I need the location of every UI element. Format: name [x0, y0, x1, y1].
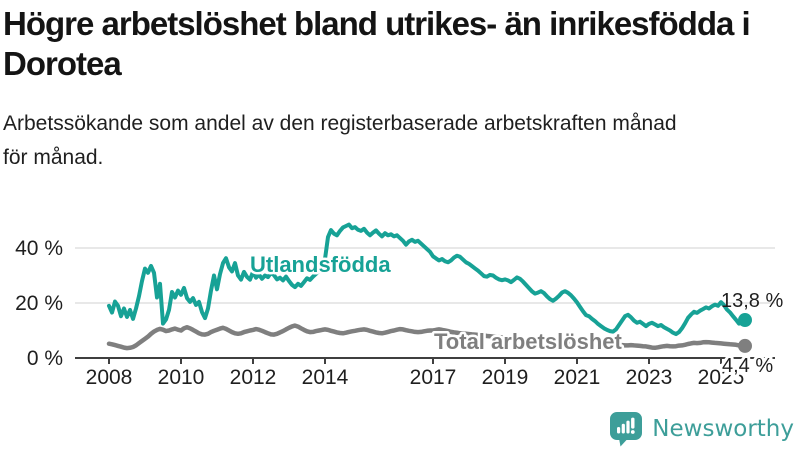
- series-label-utlandsf-dda: Utlandsfödda: [250, 252, 391, 277]
- bar-chart-speech-bubble-icon: [610, 412, 643, 447]
- x-axis-label: 2021: [554, 366, 601, 389]
- series-line-total-arbetsl-shet: [106, 323, 748, 351]
- y-axis-label: 40 %: [15, 237, 63, 260]
- chart-title: Högre arbetslöshet bland utrikes- än inr…: [3, 5, 751, 82]
- end-value-annotation: 13,8 %: [721, 290, 783, 312]
- chart-header: Högre arbetslöshet bland utrikes- än inr…: [3, 4, 799, 174]
- series-label-total-arbetsl-shet: Total arbetslöshet: [434, 329, 623, 354]
- x-axis-label: 2014: [302, 366, 349, 389]
- y-axis-label: 20 %: [15, 292, 63, 315]
- series-line-utlandsf-dda: [107, 222, 747, 337]
- x-axis-label: 2012: [230, 366, 277, 389]
- newsworthy-wordmark: Newsworthy: [652, 416, 794, 442]
- y-axis-label: 0 %: [27, 347, 63, 370]
- x-axis-label: 2008: [86, 366, 133, 389]
- series-end-dot: [738, 338, 752, 353]
- newsworthy-logo[interactable]: Newsworthy: [609, 411, 794, 447]
- series-end-dot: [738, 313, 752, 328]
- end-value-annotation: 4,4 %: [722, 355, 773, 377]
- chart-subtitle: Arbetssökande som andel av den registerb…: [3, 112, 677, 169]
- x-axis-label: 2019: [482, 366, 529, 389]
- x-axis-label: 2010: [158, 366, 205, 389]
- x-axis-label: 2023: [626, 366, 673, 389]
- x-axis-label: 2017: [410, 366, 457, 389]
- x-axis-label: 2025: [698, 366, 745, 389]
